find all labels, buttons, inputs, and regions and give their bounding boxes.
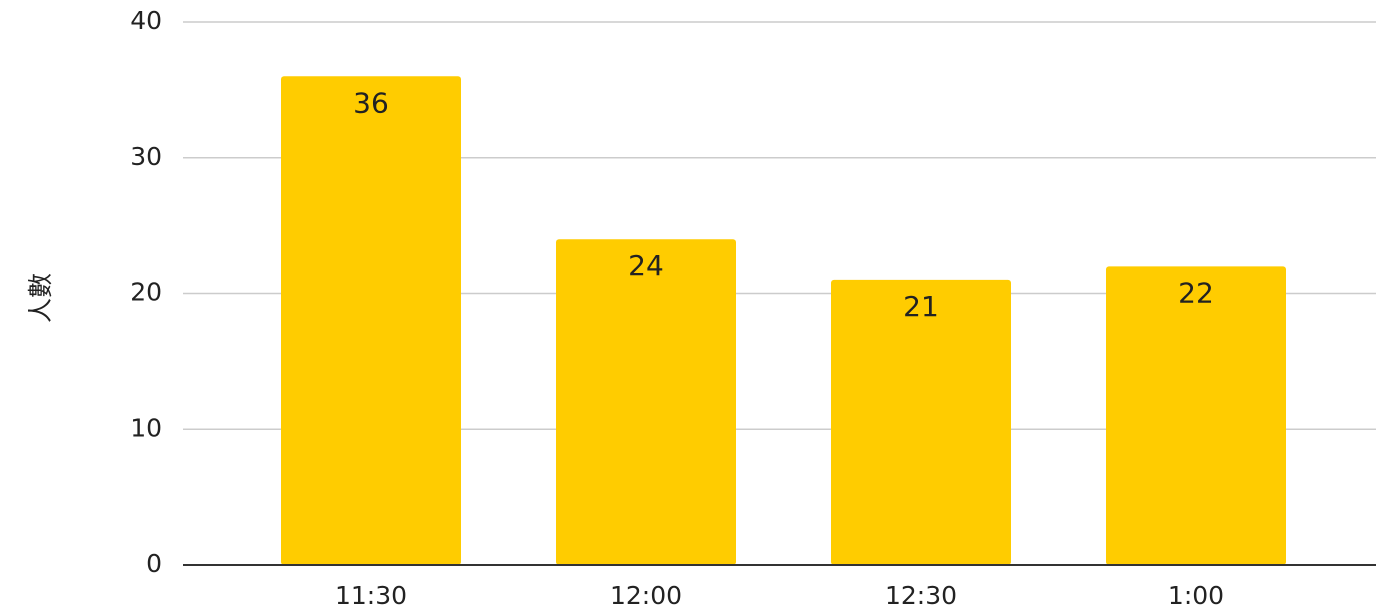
y-tick-label: 0: [146, 549, 162, 578]
bar: [1106, 266, 1286, 565]
x-tick-label: 1:00: [1168, 581, 1224, 609]
y-tick-label: 10: [130, 413, 162, 442]
data-labels: 36 24 21 22: [353, 86, 1214, 323]
y-tick-label: 40: [130, 6, 162, 35]
y-tick-label: 30: [130, 142, 162, 171]
bar-value-label: 24: [628, 249, 664, 282]
y-tick-labels: 0 10 20 30 40: [130, 6, 162, 578]
bar-value-label: 22: [1178, 276, 1214, 309]
x-tick-label: 12:30: [885, 581, 957, 609]
bar-value-label: 21: [903, 290, 939, 323]
x-tick-label: 11:30: [335, 581, 407, 609]
y-tick-label: 20: [130, 278, 162, 307]
y-axis-title: 人數: [26, 273, 55, 323]
bar: [831, 279, 1011, 565]
x-tick-label: 12:00: [610, 581, 682, 609]
x-tick-labels: 11:30 12:00 12:30 1:00: [335, 581, 1224, 609]
bar-value-label: 36: [353, 86, 389, 119]
bar: [556, 239, 736, 565]
bars: [281, 76, 1286, 566]
bar: [281, 76, 461, 566]
